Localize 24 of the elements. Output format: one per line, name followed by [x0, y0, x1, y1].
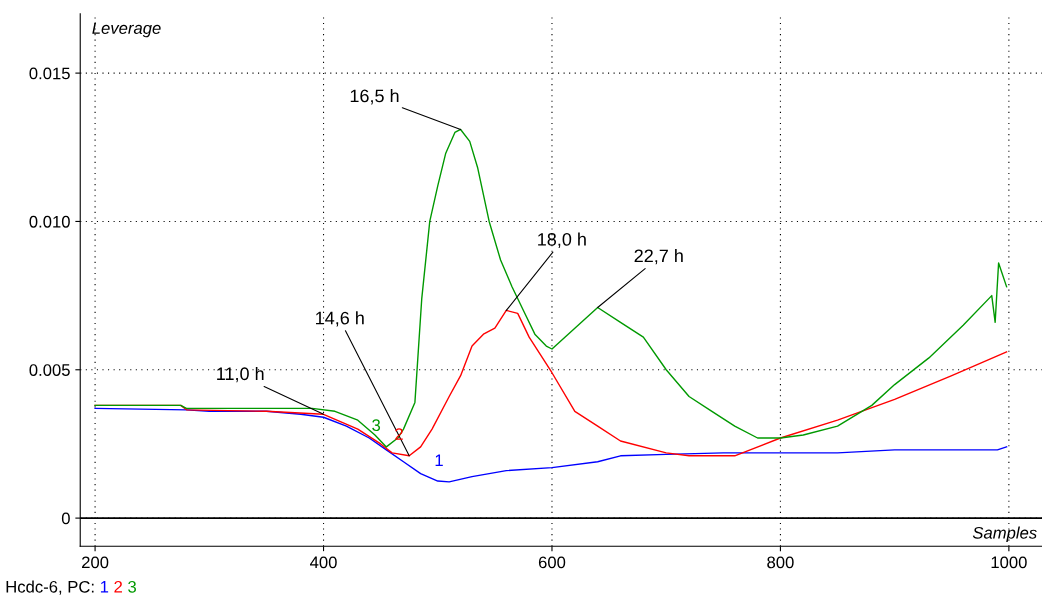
x-tick-label: 400: [310, 556, 337, 569]
y-axis-title: Leverage: [92, 22, 161, 38]
text: 3: [128, 580, 137, 593]
x-tick-label: 800: [767, 556, 794, 569]
y-tick-label: 0.010: [29, 215, 70, 228]
x-tick-label: 600: [538, 556, 566, 569]
x-tick-label: 200: [82, 556, 109, 569]
annotation: 11,0 h: [217, 366, 264, 383]
x-tick-label: 1000: [991, 556, 1027, 569]
annotation: 18,0 h: [538, 232, 586, 248]
series-label: 3: [372, 419, 381, 432]
series-label: 1: [435, 454, 443, 466]
line-series: [94, 407, 1008, 483]
x-axis-title: Samples: [972, 526, 1037, 543]
y-tick-label: 0.015: [29, 67, 70, 80]
y-tick-label: 0.005: [29, 364, 70, 376]
y-tick-label: 0: [61, 512, 70, 525]
annotation: 14,6 h: [316, 311, 364, 327]
text: Hcdc-6, PC:: [6, 580, 94, 595]
line-series: [94, 128, 1008, 448]
annotation: 16,5 h: [350, 89, 399, 105]
text: 1: [100, 581, 109, 593]
annotation: 22,7 h: [634, 248, 683, 265]
text: 2: [114, 580, 122, 593]
